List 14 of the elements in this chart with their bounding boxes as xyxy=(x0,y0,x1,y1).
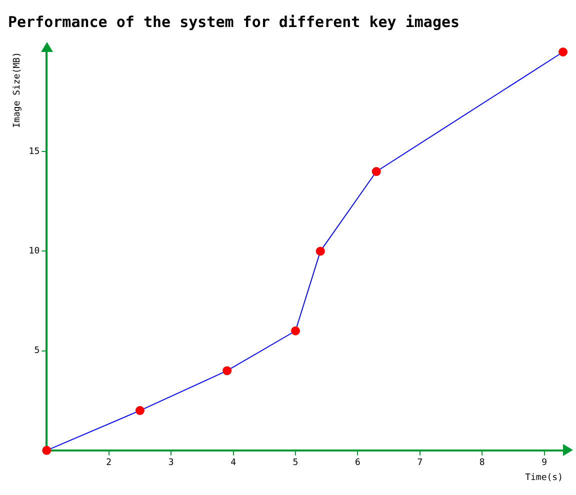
y-tick-label: 15 xyxy=(28,146,40,157)
x-tick-label: 6 xyxy=(354,458,360,468)
x-tick-label: 5 xyxy=(292,458,298,468)
x-tick-label: 9 xyxy=(542,458,548,468)
y-axis-title: Image Size(MB) xyxy=(12,52,23,128)
x-tick-label: 7 xyxy=(417,458,423,468)
x-tick-label: 8 xyxy=(479,458,485,468)
x-axis-title: Time(s) xyxy=(525,472,563,483)
y-tick-label: 10 xyxy=(28,246,40,257)
chart-title: Performance of the system for different key images xyxy=(8,12,460,31)
y-tick-label: 5 xyxy=(34,346,40,356)
x-tick-label: 3 xyxy=(168,458,174,468)
x-tick-label: 2 xyxy=(106,458,112,468)
x-tick-label: 4 xyxy=(230,458,236,468)
